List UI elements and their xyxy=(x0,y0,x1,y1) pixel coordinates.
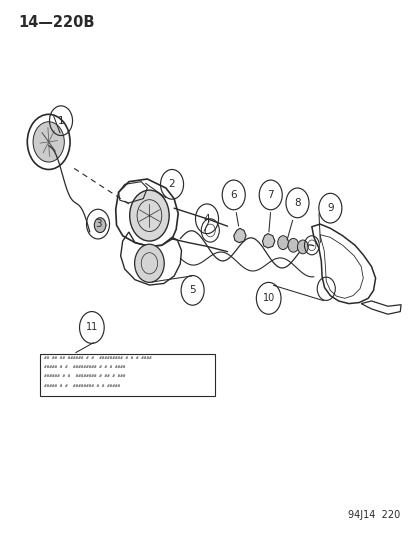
Circle shape xyxy=(277,236,288,249)
Text: 7: 7 xyxy=(267,190,273,200)
Text: 94J14  220: 94J14 220 xyxy=(347,510,399,520)
Text: 11: 11 xyxy=(85,322,98,333)
Circle shape xyxy=(287,238,298,252)
Text: 14—220B: 14—220B xyxy=(18,14,94,30)
Text: 5: 5 xyxy=(189,285,195,295)
Text: 3: 3 xyxy=(95,219,101,229)
Text: 10: 10 xyxy=(262,293,274,303)
Text: 8: 8 xyxy=(294,198,300,208)
Circle shape xyxy=(134,244,164,282)
Text: ##### # #  ######### # # # ####: ##### # # ######### # # # #### xyxy=(44,365,125,369)
Text: 9: 9 xyxy=(326,203,333,213)
Text: 4: 4 xyxy=(203,214,210,224)
Text: ###### # #  ######## # ## # ###: ###### # # ######## # ## # ### xyxy=(44,374,125,378)
Text: ##### # #  ######## # # #####: ##### # # ######## # # ##### xyxy=(44,384,120,387)
Text: ## ## ## ###### # #  ######### # # # ####: ## ## ## ###### # # ######### # # # #### xyxy=(44,356,151,360)
Circle shape xyxy=(94,217,106,232)
Circle shape xyxy=(33,122,64,162)
Circle shape xyxy=(129,190,169,241)
Text: 2: 2 xyxy=(169,179,175,189)
Circle shape xyxy=(297,240,307,254)
Polygon shape xyxy=(233,228,245,243)
Text: 6: 6 xyxy=(230,190,237,200)
Text: 1: 1 xyxy=(57,116,64,126)
Polygon shape xyxy=(262,233,274,248)
